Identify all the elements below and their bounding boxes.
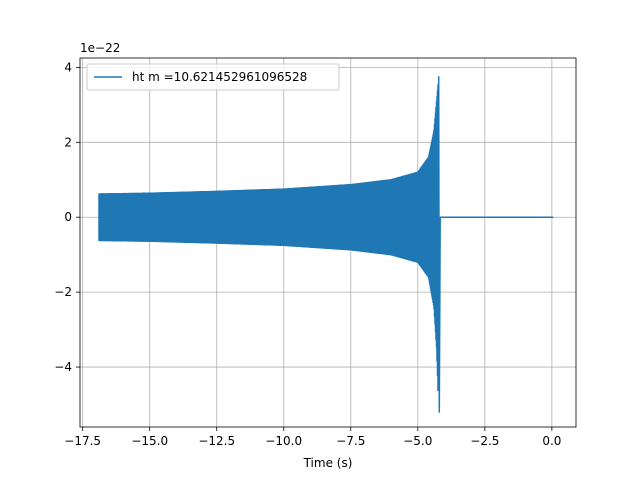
legend-entry-label: ht m =10.621452961096528 (132, 70, 307, 84)
x-tick-label: −7.5 (336, 434, 365, 448)
plot-area (98, 75, 554, 413)
x-tick-label: −5.0 (403, 434, 432, 448)
y-tick-label: 0 (64, 210, 72, 224)
x-axis: −17.5 −15.0 −12.5 −10.0 −7.5 −5.0 −2.5 0.0 (64, 427, 561, 448)
x-tick-label: −10.0 (265, 434, 302, 448)
y-axis: −4 −2 0 2 4 (54, 60, 80, 374)
x-tick-label: −2.5 (470, 434, 499, 448)
x-tick-label: 0.0 (542, 434, 561, 448)
x-tick-label: −17.5 (64, 434, 101, 448)
y-tick-label: 4 (64, 60, 72, 74)
series-line (98, 75, 554, 413)
x-tick-label: −15.0 (131, 434, 168, 448)
y-tick-label: −4 (54, 360, 72, 374)
x-tick-label: −12.5 (198, 434, 235, 448)
y-scale-label: 1e−22 (80, 41, 120, 55)
y-tick-label: −2 (54, 285, 72, 299)
legend: ht m =10.621452961096528 (86, 63, 340, 91)
x-axis-label: Time (s) (303, 456, 353, 470)
y-tick-label: 2 (64, 135, 72, 149)
legend-box (86, 63, 340, 91)
axes-frame (79, 57, 577, 428)
